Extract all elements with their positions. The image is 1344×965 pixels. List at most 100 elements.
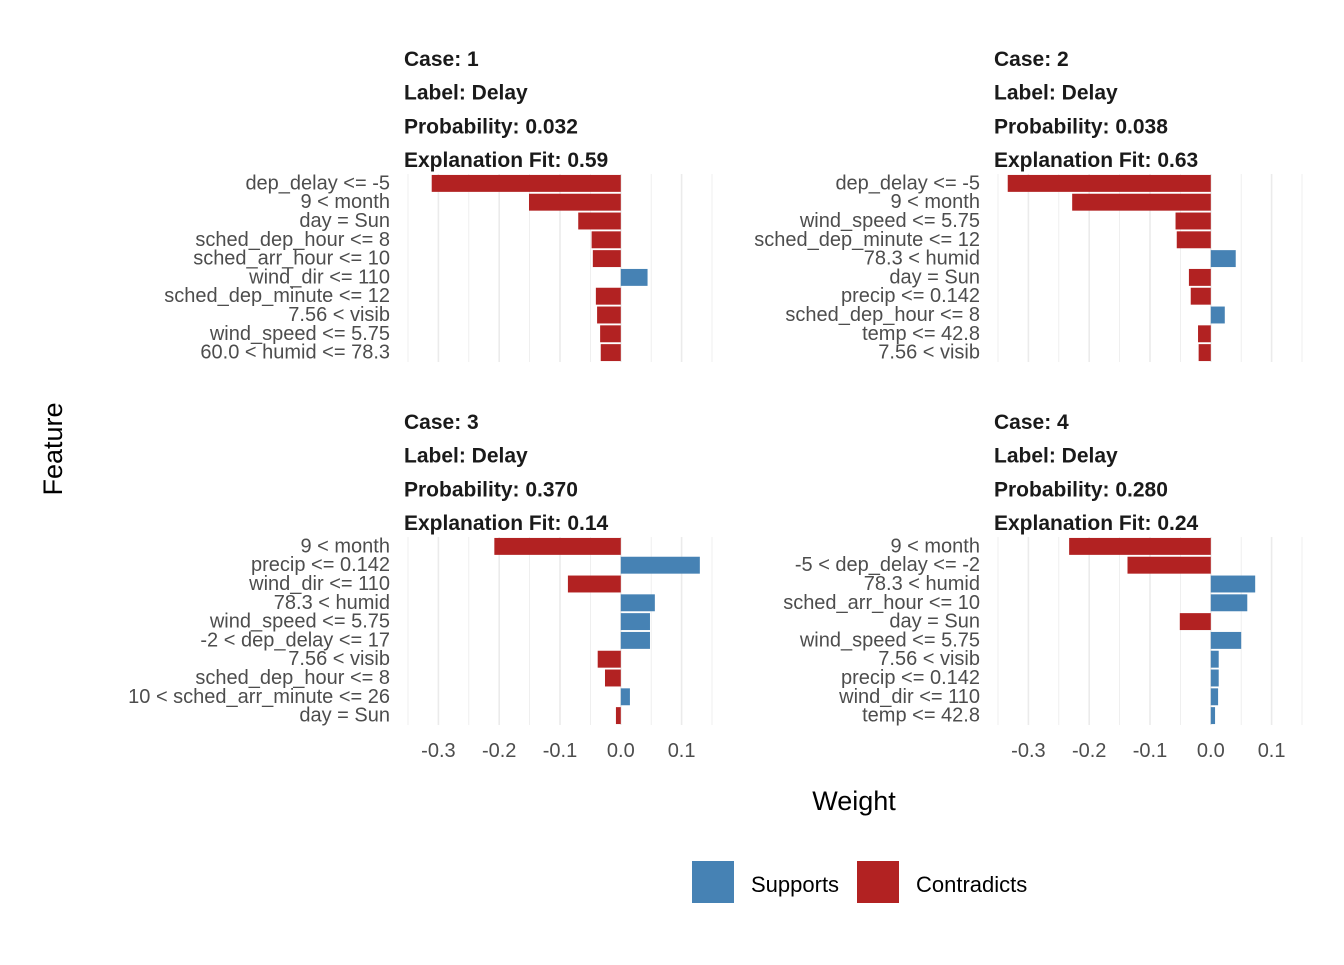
bar-contradicts [431,174,621,192]
bar-contradicts [1175,212,1211,230]
bar-contradicts [528,193,621,211]
feature-label: wind_dir <= 110 [248,573,390,595]
facet-label-title: Label: Delay [994,445,1118,468]
bar-supports [1210,650,1219,668]
bar-supports [1210,688,1219,706]
bar-supports [1210,669,1219,687]
bar-contradicts [600,325,621,343]
feature-label: sched_dep_hour <= 8 [195,229,390,251]
feature-label: day = Sun [889,611,980,633]
facet-case-title: Case: 1 [404,48,479,71]
bar-contradicts [600,344,621,362]
y-axis-title: Feature [38,402,68,495]
bar-contradicts [595,287,621,305]
feature-label: wind_dir <= 110 [838,686,980,708]
facet-case-title: Case: 3 [404,411,479,434]
facet-explanation-fit: Explanation Fit: 0.63 [994,149,1198,172]
x-tick-label: -0.3 [1011,740,1045,762]
feature-label: 9 < month [890,191,980,213]
feature-label: temp <= 42.8 [862,705,980,727]
feature-label: sched_arr_hour <= 10 [783,592,980,614]
facet-label-title: Label: Delay [994,82,1118,105]
feature-label: 60.0 < humid <= 78.3 [200,342,390,364]
bar-supports [620,631,650,649]
facet-explanation-fit: Explanation Fit: 0.14 [404,512,609,535]
feature-label: precip <= 0.142 [841,667,980,689]
x-tick-label: 0.0 [1197,740,1225,762]
facet-probability: Probability: 0.370 [404,478,578,501]
feature-label: 78.3 < humid [274,592,390,614]
feature-label: temp <= 42.8 [862,323,980,345]
facet-probability: Probability: 0.280 [994,478,1168,501]
bar-supports [1210,306,1225,324]
facet-probability: Probability: 0.032 [404,115,578,138]
feature-label: day = Sun [299,705,390,727]
bar-contradicts [1072,193,1211,211]
facet-label-title: Label: Delay [404,445,528,468]
bar-contradicts [1127,556,1211,574]
bar-contradicts [592,250,621,268]
feature-label: 78.3 < humid [864,248,980,270]
feature-label: sched_dep_hour <= 8 [785,304,980,326]
bar-supports [620,688,630,706]
feature-label: 9 < month [300,535,390,557]
bar-supports [1210,594,1248,612]
bar-supports [1210,575,1256,593]
feature-label: 9 < month [890,535,980,557]
bar-contradicts [597,306,621,324]
feature-label: 9 < month [300,191,390,213]
feature-label: wind_speed <= 5.75 [209,323,390,345]
feature-label: 10 < sched_arr_minute <= 26 [128,686,390,708]
bar-contradicts [1198,344,1211,362]
feature-label: sched_dep_minute <= 12 [754,229,980,251]
facet-probability: Probability: 0.038 [994,115,1168,138]
feature-label: 7.56 < visib [288,648,390,670]
legend-swatch-contradicts [857,861,899,903]
bar-contradicts [1179,613,1211,631]
bar-supports [1210,631,1242,649]
feature-label: 7.56 < visib [878,648,980,670]
feature-label: -2 < dep_delay <= 17 [200,629,390,651]
feature-label: 7.56 < visib [878,342,980,364]
x-tick-label: -0.2 [1072,740,1106,762]
facet-explanation-fit: Explanation Fit: 0.24 [994,512,1199,535]
feature-label: wind_dir <= 110 [248,266,390,288]
bar-contradicts [1069,537,1211,555]
legend-label-supports: Supports [751,872,839,897]
legend-label-contradicts: Contradicts [916,872,1027,897]
bar-contradicts [604,669,621,687]
bar-supports [620,268,648,286]
x-tick-label: -0.1 [543,740,577,762]
x-axis-title: Weight [812,786,896,816]
feature-label: sched_dep_hour <= 8 [195,667,390,689]
feature-label: precip <= 0.142 [251,554,390,576]
bar-supports [620,594,655,612]
x-tick-label: 0.1 [668,740,696,762]
bar-supports [620,613,650,631]
bar-contradicts [1176,231,1211,249]
bar-contradicts [1007,174,1211,192]
feature-label: dep_delay <= -5 [835,172,980,194]
bar-supports [620,556,700,574]
facet-label-title: Label: Delay [404,82,528,105]
feature-label: precip <= 0.142 [841,285,980,307]
bar-contradicts [1190,287,1211,305]
feature-label: day = Sun [889,266,980,288]
feature-label: dep_delay <= -5 [245,172,390,194]
feature-label: wind_speed <= 5.75 [209,611,390,633]
bar-contradicts [597,650,621,668]
x-tick-label: -0.1 [1133,740,1167,762]
feature-label: 78.3 < humid [864,573,980,595]
bar-supports [1210,250,1236,268]
bar-contradicts [494,537,621,555]
bar-supports [1210,707,1216,725]
facet-case-title: Case: 4 [994,411,1069,434]
feature-label: sched_arr_hour <= 10 [193,248,390,270]
feature-label: day = Sun [299,210,390,232]
bar-contradicts [1198,325,1211,343]
facet-case-title: Case: 2 [994,48,1069,71]
bar-contradicts [591,231,621,249]
feature-label: -5 < dep_delay <= -2 [795,554,980,576]
feature-label: 7.56 < visib [288,304,390,326]
